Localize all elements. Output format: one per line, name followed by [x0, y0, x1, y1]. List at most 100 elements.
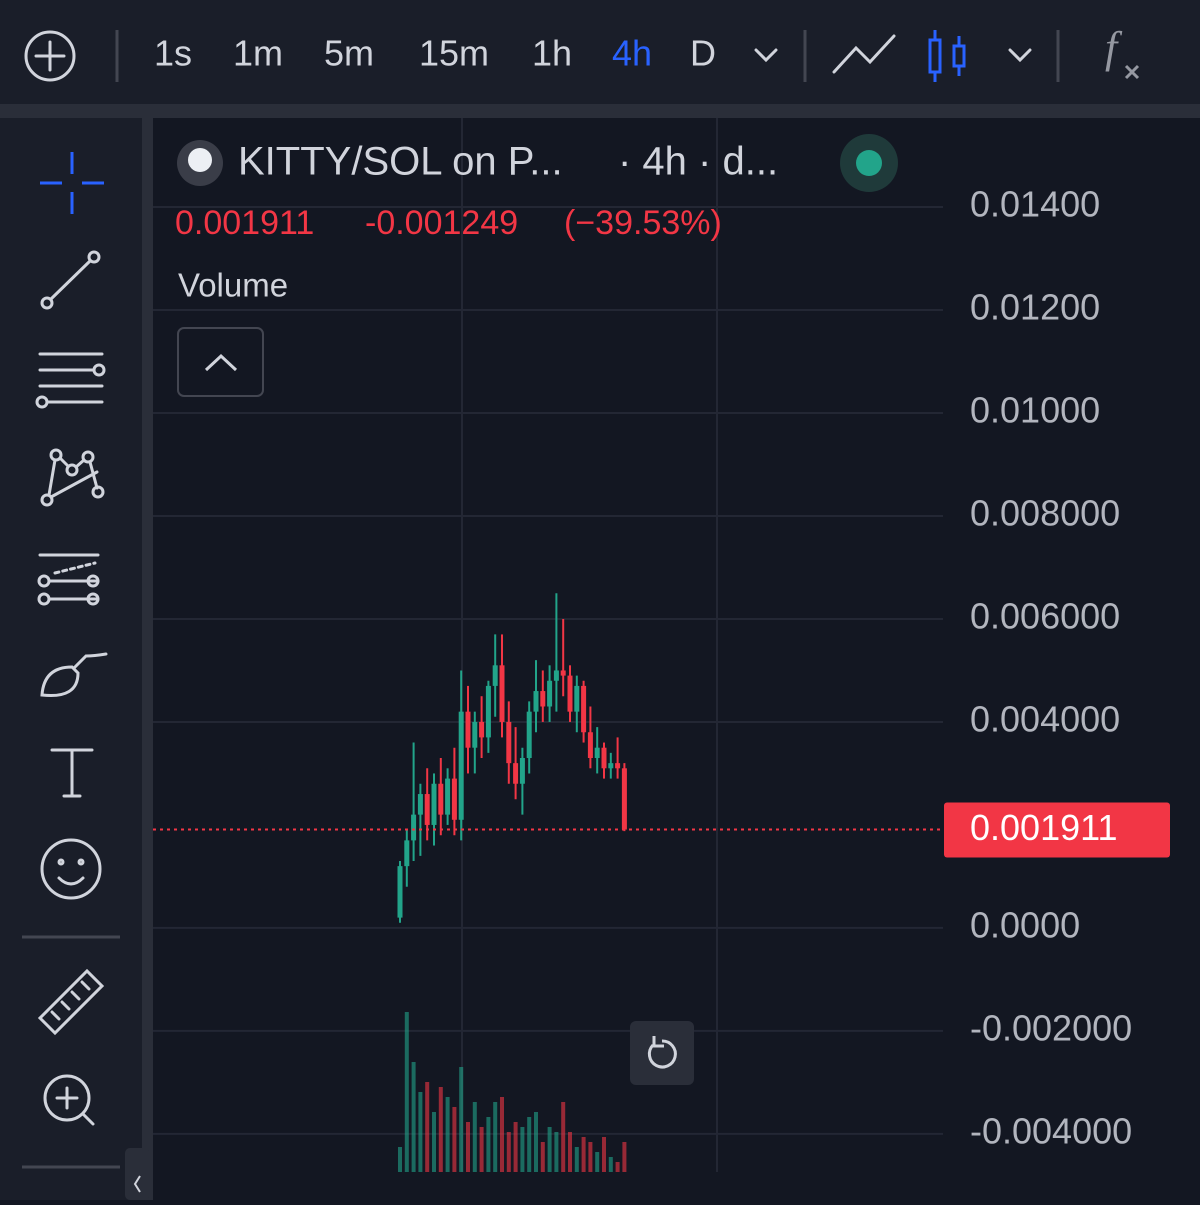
candle-body: [458, 711, 464, 820]
volume-bar: [513, 1122, 518, 1172]
y-tick-label: 0.0000: [970, 904, 1080, 945]
zoom-tool[interactable]: [43, 1074, 95, 1126]
volume-bar: [466, 1122, 470, 1172]
volume-bar: [574, 1147, 579, 1172]
symbol-title: KITTY/SOL on P...: [238, 140, 563, 184]
candle-body: [411, 814, 417, 841]
volume-bar: [568, 1132, 572, 1172]
emoji-tool[interactable]: [40, 838, 102, 900]
volume-bar: [588, 1142, 593, 1172]
candle-body: [574, 685, 580, 712]
volume-bar: [404, 1012, 409, 1172]
reset-button[interactable]: [630, 1021, 694, 1085]
collapse-sidebar[interactable]: [125, 1148, 149, 1200]
candle-body: [404, 840, 410, 867]
candle-body: [513, 763, 519, 784]
brush-tool[interactable]: [40, 652, 108, 698]
timeframe-button[interactable]: 1s: [154, 33, 192, 74]
last-price-tag: [944, 802, 1170, 858]
sidebar: [0, 118, 142, 1200]
candle-body: [451, 778, 457, 820]
volume-bar: [602, 1137, 606, 1172]
y-tick-label: 0.004000: [970, 698, 1120, 739]
ruler-tool[interactable]: [37, 968, 105, 1036]
volume-bar: [472, 1102, 477, 1172]
candle-body: [608, 763, 614, 769]
pattern-tool[interactable]: [40, 448, 105, 507]
more-timeframes[interactable]: [754, 48, 778, 63]
candle-body: [397, 866, 403, 918]
y-tick-label: -0.002000: [970, 1007, 1132, 1048]
volume-bar: [595, 1152, 600, 1172]
drawing-tools: [22, 152, 120, 1169]
collapse-legend[interactable]: [177, 327, 264, 397]
token-avatar-face: [188, 148, 212, 172]
candle-body: [533, 691, 539, 712]
timeframe-button[interactable]: 1m: [233, 33, 283, 74]
candle-body: [417, 794, 423, 815]
y-tick-label: 0.01400: [970, 184, 1100, 225]
price-change: -0.001249: [365, 204, 518, 242]
add-button[interactable]: [24, 30, 76, 82]
symbol-subtitle: · 4h · d...: [618, 140, 778, 184]
lines-tool[interactable]: [35, 352, 106, 409]
candle-body: [581, 685, 587, 733]
line-chart-button[interactable]: [832, 34, 896, 74]
toolbar: [0, 0, 1200, 104]
timeframe-button[interactable]: 5m: [324, 33, 374, 74]
candle-body: [553, 670, 559, 681]
volume-bar: [459, 1067, 464, 1172]
last-price: 0.001911: [175, 204, 314, 242]
candle-body: [479, 721, 485, 738]
volume-bar: [547, 1127, 552, 1172]
timeframes: 1s 1m 5m 15m 1h 4h D: [154, 33, 716, 74]
volume-bar: [581, 1137, 586, 1172]
volume-bar: [520, 1127, 525, 1172]
timeframe-button[interactable]: 1h: [532, 33, 572, 74]
candle-body: [540, 691, 546, 707]
volume-bar: [411, 1062, 416, 1172]
volume-bar: [432, 1112, 436, 1172]
volume-bar: [398, 1147, 402, 1172]
text-tool[interactable]: [50, 748, 94, 798]
volume-bar: [534, 1112, 538, 1172]
indicator-name: Volume: [178, 267, 288, 304]
candle-body: [601, 747, 607, 769]
volume-bar: [527, 1117, 532, 1172]
candle-body: [587, 732, 593, 758]
volume-bar: [486, 1117, 491, 1172]
volume-bar: [561, 1102, 566, 1172]
volume-bar: [425, 1082, 430, 1172]
candle-body: [615, 763, 621, 769]
volume-bar: [554, 1132, 559, 1172]
timeframe-button[interactable]: 4h: [612, 33, 652, 74]
candle-chart-button[interactable]: [928, 30, 966, 82]
candle-body: [560, 670, 566, 676]
candle-body: [567, 675, 573, 712]
timeframe-button[interactable]: D: [690, 33, 716, 74]
volume-bar: [608, 1157, 613, 1172]
candle-body: [499, 665, 505, 722]
candle-body: [506, 721, 512, 764]
toolbar-divider: [0, 104, 1200, 118]
candle-body: [438, 783, 444, 815]
candle-body: [424, 794, 430, 825]
volume-bar: [622, 1142, 627, 1172]
volume-bar: [452, 1107, 457, 1172]
volume-bar: [615, 1162, 620, 1172]
status-dot: [856, 150, 882, 176]
plot: [153, 118, 943, 1172]
trend-line-tool[interactable]: [40, 250, 101, 310]
volume-bar: [500, 1097, 504, 1172]
candle-body: [465, 711, 471, 748]
candle-body: [431, 783, 437, 825]
timeframe-button[interactable]: 15m: [419, 33, 489, 74]
more-chart-types[interactable]: [1008, 48, 1032, 63]
volume-bar: [438, 1087, 443, 1172]
y-tick-label: 0.01200: [970, 287, 1100, 328]
volume-bar: [445, 1097, 450, 1172]
candle-body: [594, 747, 600, 758]
projection-tool[interactable]: [37, 553, 100, 606]
crosshair-tool[interactable]: [40, 152, 104, 214]
